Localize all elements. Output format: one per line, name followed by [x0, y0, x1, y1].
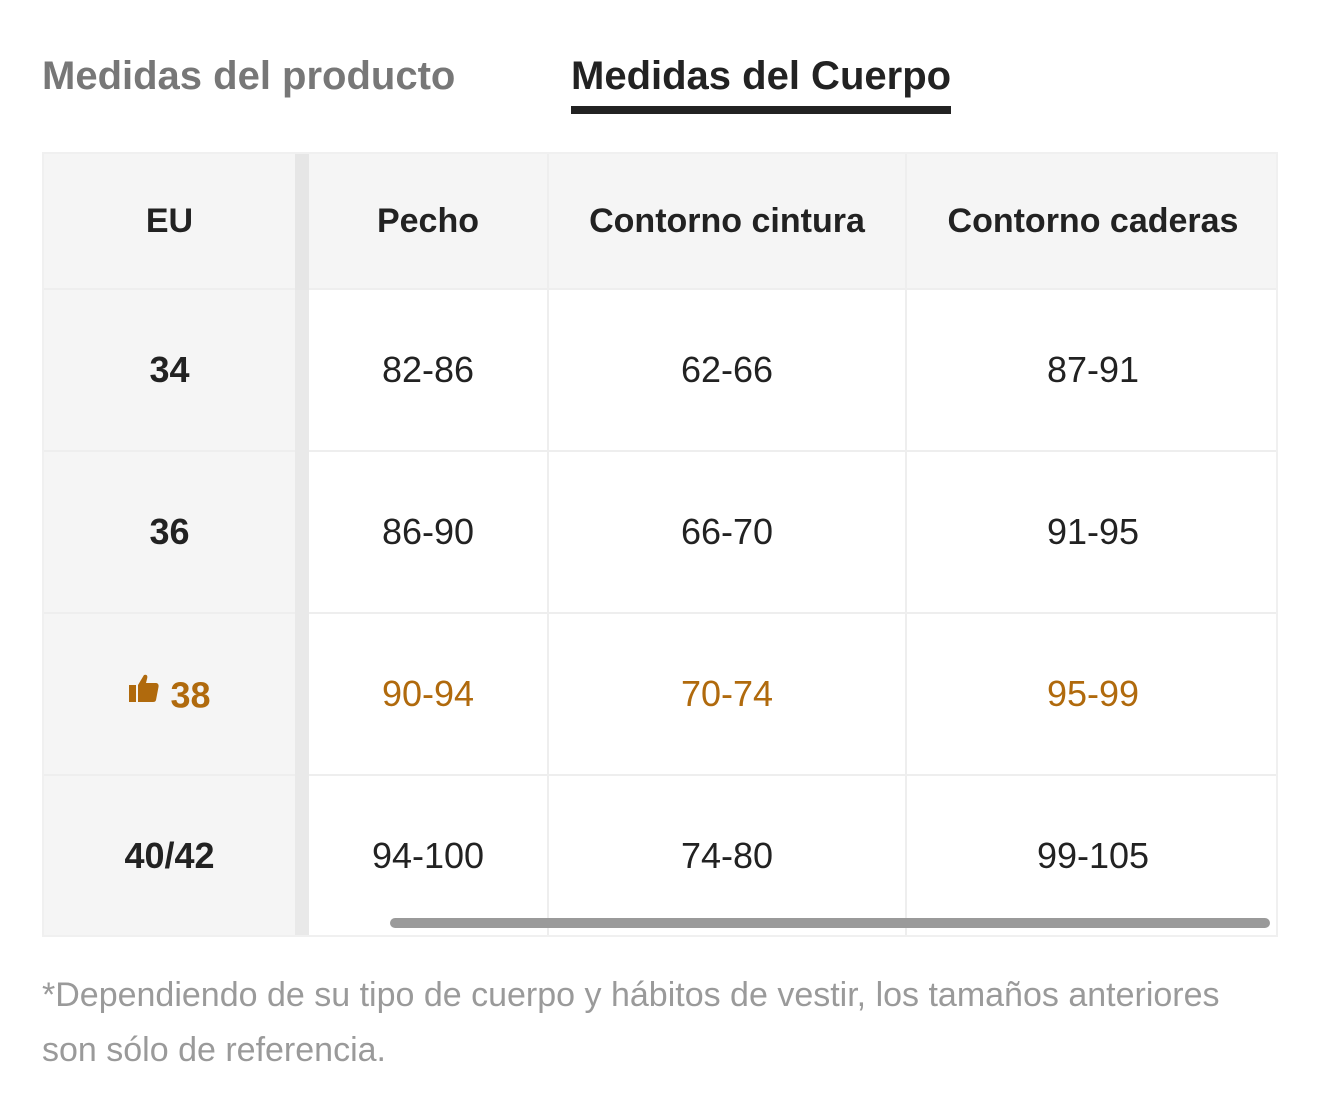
waist-cell: 70-74: [548, 613, 907, 776]
size-cell: 36: [44, 451, 309, 614]
hips-cell: 95-99: [906, 613, 1276, 776]
tab-product-measurements[interactable]: Medidas del producto: [42, 54, 456, 98]
size-guide-tabs: Medidas del producto Medidas del Cuerpo: [42, 50, 1282, 114]
table-row-recommended: 38 90-94 70-74 95-99: [44, 613, 1276, 776]
hips-cell: 91-95: [906, 451, 1276, 614]
waist-cell: 66-70: [548, 451, 907, 614]
waist-cell: 74-80: [548, 775, 907, 935]
table-row: 40/42 94-100 74-80 99-105: [44, 775, 1276, 935]
chest-cell: 94-100: [302, 775, 549, 935]
chest-cell: 82-86: [302, 289, 549, 452]
size-disclaimer: *Dependiendo de su tipo de cuerpo y hábi…: [42, 976, 1220, 1069]
table-row: 36 86-90 66-70 91-95: [44, 451, 1276, 614]
size-label: 38: [170, 674, 211, 716]
header-hips: Contorno caderas: [906, 154, 1276, 290]
header-chest: Pecho: [302, 154, 549, 290]
tab-body-measurements[interactable]: Medidas del Cuerpo: [571, 50, 952, 114]
hips-cell: 87-91: [906, 289, 1276, 452]
hips-cell: 99-105: [906, 775, 1276, 935]
header-waist: Contorno cintura: [548, 154, 907, 290]
table-header-row: EU Pecho Contorno cintura Contorno cader…: [44, 154, 1276, 290]
size-table-container[interactable]: EU Pecho Contorno cintura Contorno cader…: [42, 152, 1278, 937]
waist-cell: 62-66: [548, 289, 907, 452]
table-row: 34 82-86 62-66 87-91: [44, 289, 1276, 452]
horizontal-scrollbar[interactable]: [390, 918, 1270, 928]
size-cell-recommended: 38: [44, 613, 309, 776]
chest-cell: 90-94: [302, 613, 549, 776]
header-eu: EU: [44, 154, 309, 290]
thumbs-up-icon: [128, 671, 160, 713]
size-cell: 34: [44, 289, 309, 452]
size-cell: 40/42: [44, 775, 309, 935]
size-table: EU Pecho Contorno cintura Contorno cader…: [44, 154, 1276, 935]
chest-cell: 86-90: [302, 451, 549, 614]
